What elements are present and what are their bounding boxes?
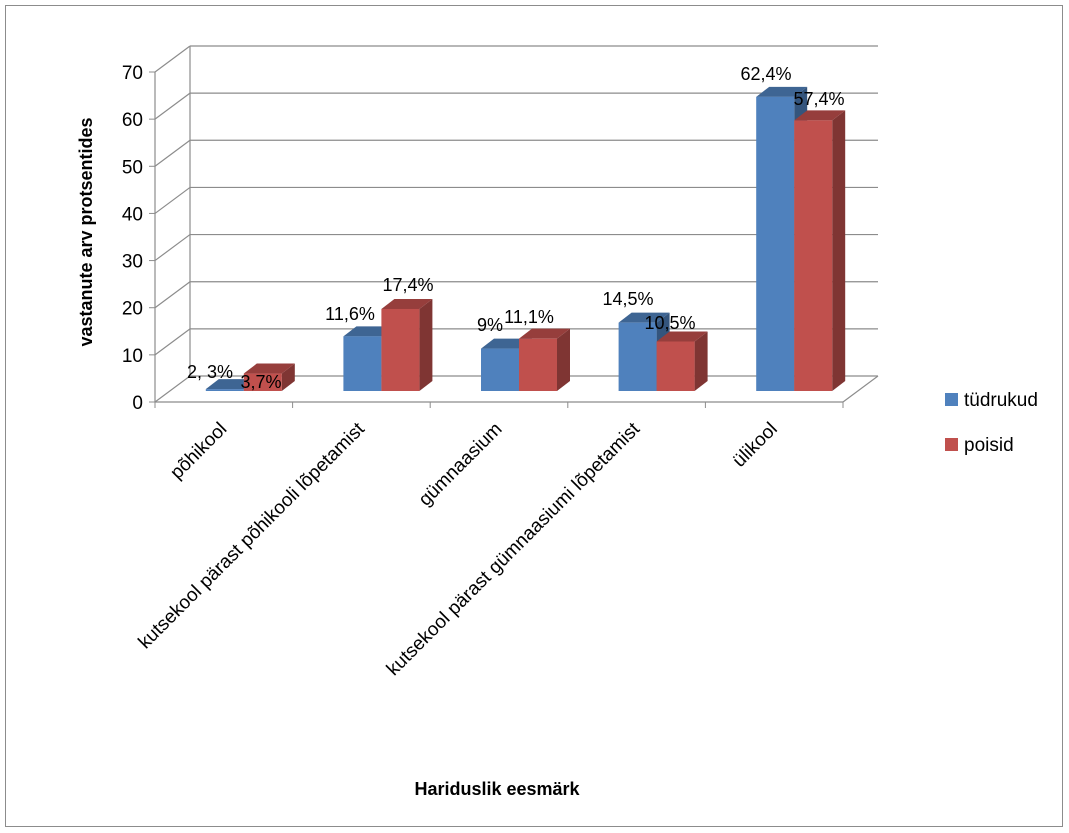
data-label-tudrukud-4: 62,4% bbox=[740, 64, 791, 84]
y-axis-title: vastanute arv protsentides bbox=[76, 117, 96, 346]
gridline-diagonal bbox=[154, 139, 191, 167]
bar-poisid-3-side bbox=[694, 331, 708, 391]
chart-frame bbox=[5, 5, 1063, 827]
bar-tudrukud-4-top bbox=[756, 86, 808, 97]
bar-poisid-4-side bbox=[832, 110, 846, 392]
data-label-tudrukud-1: 11,6% bbox=[325, 304, 375, 324]
y-tick-label: 10 bbox=[122, 346, 143, 367]
bar-poisid-2-top bbox=[519, 328, 570, 339]
bar-poisid-3-top bbox=[656, 331, 708, 342]
bar-poisid-2 bbox=[519, 338, 557, 391]
x-tick-label: gümnaasium bbox=[415, 419, 507, 511]
bar-tudrukud-2 bbox=[481, 348, 519, 391]
gridline-diagonal bbox=[154, 45, 191, 73]
x-axis-title: Hariduslik eesmärk bbox=[414, 779, 580, 799]
y-tick-label: 50 bbox=[122, 157, 143, 178]
gridline-diagonal bbox=[154, 186, 191, 214]
bar-poisid-3 bbox=[656, 341, 695, 391]
bar-poisid-0-side bbox=[281, 363, 295, 391]
data-label-tudrukud-0: 2, 3% bbox=[187, 362, 233, 382]
legend-swatch-tudrukud bbox=[945, 393, 958, 406]
bar-tudrukud-4 bbox=[756, 96, 795, 391]
y-tick-label: 60 bbox=[122, 110, 143, 131]
y-tick-label: 30 bbox=[122, 252, 143, 273]
floor-left-edge bbox=[154, 375, 191, 403]
gridline-diagonal bbox=[154, 234, 191, 262]
legend-label-poisid: poisid bbox=[964, 435, 1014, 456]
bar-poisid-0 bbox=[243, 373, 282, 391]
bar-poisid-1-top bbox=[381, 298, 433, 309]
y-tick-label: 70 bbox=[122, 63, 143, 84]
data-label-poisid-0: 3,7% bbox=[240, 372, 281, 392]
bar-tudrukud-3-top bbox=[618, 312, 670, 323]
floor-right-edge bbox=[842, 375, 879, 403]
bar-poisid-0-top bbox=[243, 363, 295, 374]
y-tick-label: 40 bbox=[122, 204, 143, 225]
bar-tudrukud-1 bbox=[343, 336, 382, 391]
bars bbox=[205, 86, 846, 392]
bar-tudrukud-0 bbox=[205, 389, 244, 391]
bar-poisid-4 bbox=[794, 120, 833, 392]
gridline-diagonal bbox=[154, 328, 191, 356]
data-label-tudrukud-3: 14,5% bbox=[602, 289, 653, 309]
bar-poisid-4-top bbox=[794, 110, 846, 121]
y-tick-label: 0 bbox=[132, 393, 143, 414]
x-tick-label: põhikool bbox=[166, 419, 231, 484]
data-label-poisid-4: 57,4% bbox=[793, 89, 844, 109]
legend-swatch-poisid bbox=[945, 438, 958, 451]
legend: tüdrukud poisid bbox=[945, 390, 1038, 456]
x-tick-label: kutsekool pärast gümnaasiumi lõpetamist bbox=[383, 418, 645, 680]
y-tick-label: 20 bbox=[122, 299, 143, 320]
bar-poisid-1-side bbox=[419, 298, 433, 391]
data-label-poisid-3: 10,5% bbox=[644, 313, 695, 333]
gridline-diagonal bbox=[154, 281, 191, 309]
legend-label-tudrukud: tüdrukud bbox=[964, 390, 1038, 411]
bar-tudrukud-3 bbox=[618, 322, 657, 391]
data-label-poisid-1: 17,4% bbox=[382, 275, 433, 295]
x-tick-label: kutsekool pärast põhikooli lõpetamist bbox=[135, 418, 370, 653]
data-labels: 2, 3% 3,7% 11,6% 17,4% 9% 11,1% 14,5% 10,5% 62,4… bbox=[187, 64, 845, 392]
data-label-tudrukud-2: 9% bbox=[477, 315, 503, 335]
data-label-poisid-2: 11,1% bbox=[504, 307, 554, 327]
bar-poisid-2-side bbox=[557, 328, 570, 391]
x-tick-label: ülikool bbox=[729, 419, 782, 472]
gridline-diagonal bbox=[154, 92, 191, 120]
bar-poisid-1 bbox=[381, 308, 420, 391]
